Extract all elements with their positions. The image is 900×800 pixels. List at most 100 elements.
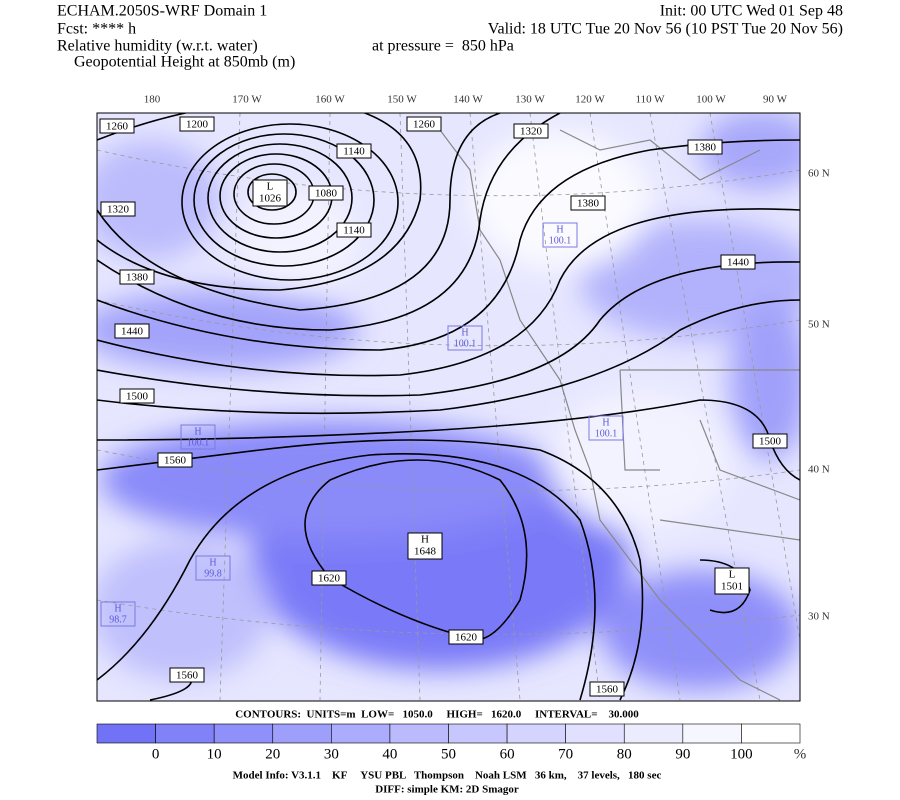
longitude-label: 110 W — [635, 94, 665, 106]
longitude-label: 130 W — [515, 94, 545, 106]
rh-value: 100.1 — [454, 338, 477, 349]
contour-label-box — [336, 143, 372, 159]
contour-label-box — [311, 570, 347, 586]
center-box — [407, 532, 443, 560]
latitude-label: 60 N — [808, 168, 830, 180]
colorbar-swatch — [389, 723, 449, 744]
graticule — [97, 149, 800, 635]
contour-label: 1080 — [315, 188, 338, 200]
rh-letter: H — [602, 417, 609, 428]
contour-label: 1320 — [520, 126, 543, 138]
contour-label: 1440 — [121, 326, 144, 338]
colorbar-label: 70 — [558, 746, 573, 762]
latitude-label: 30 N — [808, 611, 830, 623]
latitude-label: 40 N — [808, 464, 830, 476]
center-box — [714, 567, 750, 595]
contour-label-box — [513, 123, 549, 139]
map-frame — [96, 112, 801, 702]
rh-value: 99.8 — [204, 568, 222, 579]
colorbar-label: 40 — [382, 746, 397, 762]
graticule — [219, 113, 800, 701]
height-contours — [97, 113, 800, 701]
contour-label: 1560 — [164, 455, 187, 467]
contour-label: 1380 — [126, 272, 149, 284]
contour-label: 1560 — [596, 684, 619, 696]
center-box — [252, 179, 288, 207]
contour-label-box — [99, 118, 135, 134]
contour-label-box — [169, 667, 205, 683]
colorbar-swatch — [506, 723, 566, 744]
center-value: 1648 — [414, 546, 437, 558]
contour-label: 1500 — [126, 391, 149, 403]
center-letter: H — [421, 534, 429, 546]
header-line: Relative humidity (w.r.t. water) — [57, 38, 258, 55]
contour-label-box — [100, 201, 136, 217]
valid-time: Valid: 18 UTC Tue 20 Nov 56 (10 PST Tue … — [488, 21, 843, 38]
footer-line: DIFF: simple KM: 2D Smagor — [375, 784, 519, 796]
contour-label: 1140 — [343, 146, 365, 158]
contour-label: 1260 — [106, 121, 129, 133]
longitude-label: 150 W — [387, 94, 417, 106]
colorbar-swatch — [623, 723, 684, 744]
colorbar-label: 90 — [675, 746, 690, 762]
colorbar-label: 80 — [617, 746, 632, 762]
rh-value: 100.1 — [187, 437, 210, 448]
colorbar-swatch — [682, 723, 742, 744]
rh-box — [542, 222, 578, 248]
contour-info: CONTOURS: UNITS=m LOW= 1050.0 HIGH= 1620… — [235, 709, 639, 721]
footer-line: Model Info: V3.1.1 KF YSU PBL Thompson N… — [233, 770, 662, 782]
init-time: Init: 00 UTC Wed 01 Sep 48 — [660, 3, 843, 20]
contour-label-box — [179, 116, 215, 132]
rh-letter: H — [461, 327, 468, 338]
header-line: Geopotential Height at 850mb (m) — [74, 54, 295, 71]
rh-letter: H — [209, 557, 216, 568]
rh-letter: H — [194, 426, 201, 437]
rh-letter: H — [556, 224, 563, 235]
colorbar-unit: % — [794, 746, 807, 762]
contour-label: 1620 — [318, 573, 341, 585]
colorbar-label: 0 — [152, 746, 160, 762]
latitude-label: 50 N — [808, 319, 830, 331]
contour-label-box — [119, 388, 155, 404]
contour-label-box — [752, 433, 788, 449]
rh-box — [447, 325, 483, 351]
colorbar-label: 50 — [441, 746, 456, 762]
contour-label: 1560 — [176, 670, 199, 682]
colorbar-swatch — [741, 723, 801, 744]
rh-box — [195, 555, 231, 581]
map-area — [97, 113, 800, 701]
longitude-label: 140 W — [453, 94, 483, 106]
colorbar-label: 60 — [500, 746, 515, 762]
pressure-level: at pressure = 850 hPa — [372, 38, 514, 55]
center-value: 1026 — [259, 193, 282, 205]
colorbar — [96, 723, 801, 744]
contour-label-box — [336, 222, 372, 238]
contour-label: 1320 — [107, 204, 130, 216]
longitude-label: 90 W — [763, 94, 788, 106]
center-letter: L — [267, 181, 274, 193]
colorbar-swatch — [213, 723, 274, 744]
colorbar-swatch — [448, 723, 508, 744]
colorbar-swatch — [565, 723, 625, 744]
contour-label-box — [308, 185, 344, 201]
contour-label: 1620 — [455, 632, 478, 644]
longitude-label: 160 W — [315, 94, 345, 106]
contour-label: 1200 — [186, 119, 209, 131]
contour-label: 1380 — [577, 198, 600, 210]
colorbar-label: 10 — [207, 746, 222, 762]
rh-box — [100, 601, 136, 627]
center-value: 1501 — [721, 581, 743, 593]
rh-box — [588, 415, 624, 441]
longitude-label: 170 W — [232, 94, 262, 106]
header-line: Fcst: **** h — [57, 21, 136, 38]
contour-label: 1380 — [694, 142, 717, 154]
contour-label-box — [720, 254, 756, 270]
colorbar-label: 30 — [324, 746, 339, 762]
contour-label-box — [119, 269, 155, 285]
longitude-label: 180 — [144, 94, 161, 106]
contour-label-box — [157, 452, 193, 468]
contour-label-box — [570, 195, 606, 211]
rh-value: 100.1 — [549, 235, 572, 246]
colorbar-swatch — [96, 723, 156, 744]
